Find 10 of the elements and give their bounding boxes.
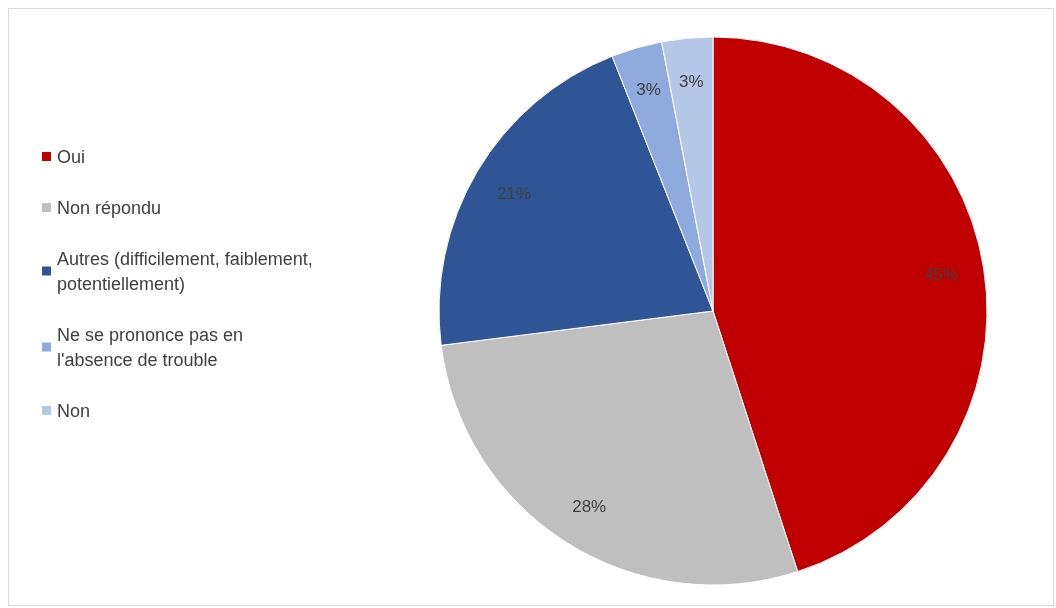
legend-label: Ne se prononce pas en l'absence de trouble [57,324,249,370]
data-label: 28% [572,496,607,516]
data-label: 3% [636,79,661,99]
data-label: 45% [924,265,959,285]
data-label: 3% [678,71,704,91]
legend-label: Non répondu [57,197,162,218]
data-label: 21% [497,183,532,203]
legend-label: Autres (difficilement, faiblement, potentiellement) [57,248,318,294]
legend-label: Non [57,400,91,421]
legend-label: Oui [57,146,86,167]
